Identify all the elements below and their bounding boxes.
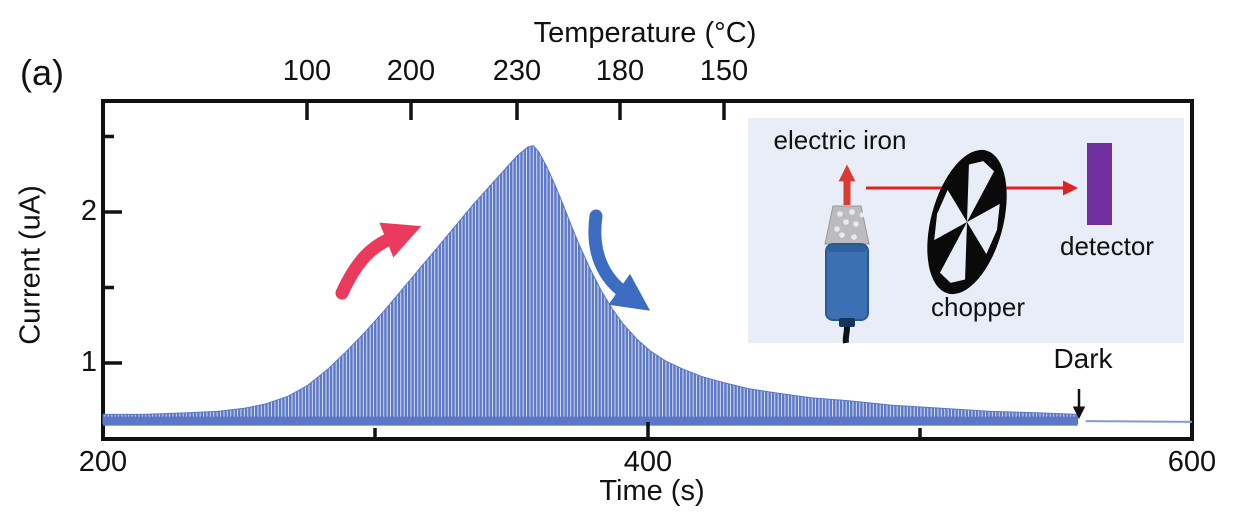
top-tick-label-200: 200	[386, 55, 436, 87]
x-tick-label-400: 400	[623, 446, 673, 478]
top-tick-label-230: 230	[492, 55, 542, 87]
electric-iron-icon	[824, 164, 870, 344]
panel-label: (a)	[20, 52, 64, 93]
y-axis-title: Current (uA)	[14, 185, 47, 345]
dark-current-line	[1085, 420, 1193, 423]
y-tick-label-2: 2	[80, 195, 97, 227]
cooling-decay-arrow	[588, 209, 651, 311]
detector-label: detector	[1060, 231, 1154, 261]
top-axis-title: Temperature (°C)	[533, 17, 757, 49]
x-tick-label-200: 200	[78, 446, 128, 478]
top-tick-label-150: 150	[699, 55, 749, 87]
chopper-wheel-icon	[927, 149, 1007, 295]
signal-series	[102, 144, 1193, 426]
electric-iron-label: electric iron	[773, 125, 907, 155]
dark-annotation-label: Dark	[1053, 343, 1113, 374]
detector-icon	[1087, 143, 1112, 225]
inset-schematic	[748, 118, 1184, 344]
y-tick-label-1: 1	[80, 346, 97, 378]
x-axis-title: Time (s)	[599, 475, 705, 507]
signal-trace	[102, 144, 1079, 424]
x-tick-label-600: 600	[1167, 446, 1217, 478]
top-tick-label-100: 100	[282, 55, 332, 87]
tick-marks	[105, 103, 922, 437]
chopper-label: chopper	[931, 292, 1025, 322]
top-tick-label-180: 180	[595, 55, 645, 87]
signal-baseline-band	[103, 416, 1078, 426]
heating-rise-arrow	[335, 222, 422, 300]
